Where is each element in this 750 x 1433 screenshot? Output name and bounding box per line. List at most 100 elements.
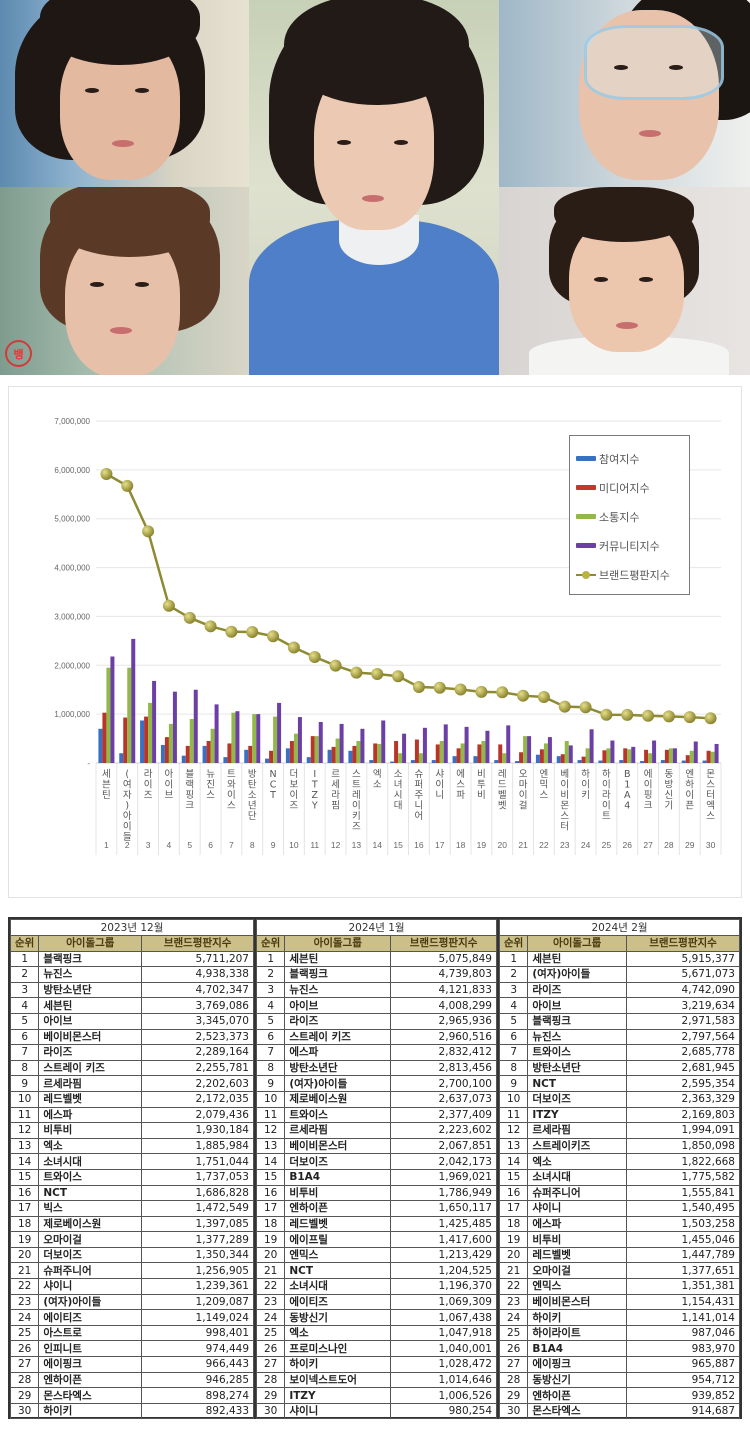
rank-cell: 22 [255, 1278, 286, 1295]
rank-cell: 7 [255, 1044, 286, 1061]
rank-cell: 17 [498, 1200, 529, 1217]
table-row: 7 에스파 2,832,412 [255, 1044, 497, 1061]
y-tick-label: 1,000,000 [54, 710, 90, 719]
bar [523, 736, 528, 763]
group-name-cell: 제로베이스원 [38, 1215, 143, 1233]
group-name-cell: 샤이니 [38, 1278, 143, 1295]
table-row: 24 에이티즈 1,149,024 [9, 1309, 254, 1326]
group-name-cell: 베이비몬스터 [527, 1293, 628, 1311]
bar [581, 756, 586, 763]
group-name-cell: 스트레이 키즈 [284, 1028, 392, 1046]
rank-cell: 15 [9, 1168, 40, 1186]
index-value-cell: 4,121,833 [390, 981, 497, 999]
table-2024-02: 2024년 2월 순위 아이돌그룹 브랜드평판지수 1 세븐틴 5,915,377 2… [498, 919, 740, 1420]
rank-cell: 14 [255, 1153, 286, 1170]
bar [627, 749, 632, 763]
index-value-cell: 2,255,781 [141, 1059, 254, 1077]
index-value-cell: 2,202,603 [141, 1075, 254, 1092]
index-value-cell: 1,213,429 [390, 1246, 497, 1264]
rank-cell: 27 [498, 1356, 529, 1373]
group-name-cell: 스트레이키즈 [527, 1137, 628, 1155]
photo-bottom-right [499, 187, 750, 375]
table-row: 12 비투비 1,930,184 [9, 1122, 254, 1139]
rank-cell: 28 [9, 1371, 40, 1389]
bar [519, 752, 524, 763]
bar-group [598, 740, 615, 763]
table-row: 30 샤이니 980,254 [255, 1402, 497, 1420]
bar [439, 741, 444, 763]
group-name-cell: 에이티즈 [284, 1293, 392, 1311]
bar [144, 716, 149, 763]
x-category-number: 9 [271, 840, 276, 850]
x-category-number: 14 [373, 840, 383, 850]
col-header-group: 아이돌그룹 [284, 935, 392, 952]
x-category-number: 5 [187, 840, 192, 850]
bar [589, 729, 594, 763]
line-marker [142, 525, 155, 538]
group-name-cell: 에스파 [527, 1215, 628, 1233]
index-value-cell: 3,345,070 [141, 1012, 254, 1030]
group-name-cell: 레드벨벳 [38, 1090, 143, 1108]
table-row: 26 프로미스나인 1,040,001 [255, 1340, 497, 1358]
bar [185, 745, 190, 763]
bar-group [202, 704, 219, 763]
legend-label: 브랜드평판지수 [599, 568, 670, 582]
index-value-cell: 1,930,184 [141, 1122, 254, 1139]
group-name-cell: 하이라이트 [527, 1324, 628, 1342]
rank-cell: 30 [498, 1402, 529, 1420]
index-value-cell: 974,449 [141, 1340, 254, 1358]
x-category-number: 18 [456, 840, 466, 850]
x-category-number: 26 [623, 840, 633, 850]
group-name-cell: 하이키 [284, 1356, 392, 1373]
x-category-number: 1 [104, 840, 109, 850]
bar [543, 743, 548, 763]
table-row: 14 소녀시대 1,751,044 [9, 1153, 254, 1170]
rank-cell: 17 [9, 1200, 40, 1217]
index-value-cell: 2,681,945 [626, 1059, 740, 1077]
group-name-cell: 엔믹스 [527, 1278, 628, 1295]
table-row: 27 에이핑크 966,443 [9, 1356, 254, 1373]
index-value-cell: 1,014,646 [390, 1371, 497, 1389]
bar-group [431, 724, 448, 763]
group-name-cell: 라이즈 [38, 1044, 143, 1061]
bar [318, 721, 323, 763]
x-category-number: 21 [518, 840, 528, 850]
rank-cell: 4 [255, 997, 286, 1014]
rank-cell: 23 [9, 1293, 40, 1311]
index-value-cell: 1,969,021 [390, 1168, 497, 1186]
group-name-cell: 세븐틴 [527, 950, 628, 968]
bar-group [535, 737, 552, 763]
legend-label: 소통지수 [599, 510, 640, 524]
table-row: 12 르세라핌 1,994,091 [498, 1122, 740, 1139]
table-row: 9 르세라핌 2,202,603 [9, 1075, 254, 1092]
bar [206, 741, 211, 763]
rank-cell: 27 [255, 1356, 286, 1373]
group-name-cell: 블랙핑크 [38, 950, 143, 968]
table-row: 7 라이즈 2,289,164 [9, 1044, 254, 1061]
table-row: 28 동방신기 954,712 [498, 1371, 740, 1389]
bar-group [327, 723, 344, 763]
bar-group [702, 743, 719, 763]
rank-cell: 28 [498, 1371, 529, 1389]
index-value-cell: 3,769,086 [141, 997, 254, 1014]
rank-cell: 12 [255, 1122, 286, 1139]
group-name-cell: NCT [284, 1262, 392, 1280]
bar [210, 728, 215, 763]
table-row: 8 방탄소년단 2,681,945 [498, 1059, 740, 1077]
bar [652, 740, 657, 763]
index-value-cell: 2,595,354 [626, 1075, 740, 1092]
group-name-cell: 샤이니 [527, 1200, 628, 1217]
x-category-number: 24 [581, 840, 591, 850]
group-name-cell: NCT [38, 1184, 143, 1202]
index-value-cell: 1,503,258 [626, 1215, 740, 1233]
table-row: 9 (여자)아이들 2,700,100 [255, 1075, 497, 1092]
table-row: 23 에이티즈 1,069,309 [255, 1293, 497, 1311]
bar-group [556, 741, 573, 763]
bar [481, 741, 486, 763]
index-value-cell: 1,141,014 [626, 1309, 740, 1326]
